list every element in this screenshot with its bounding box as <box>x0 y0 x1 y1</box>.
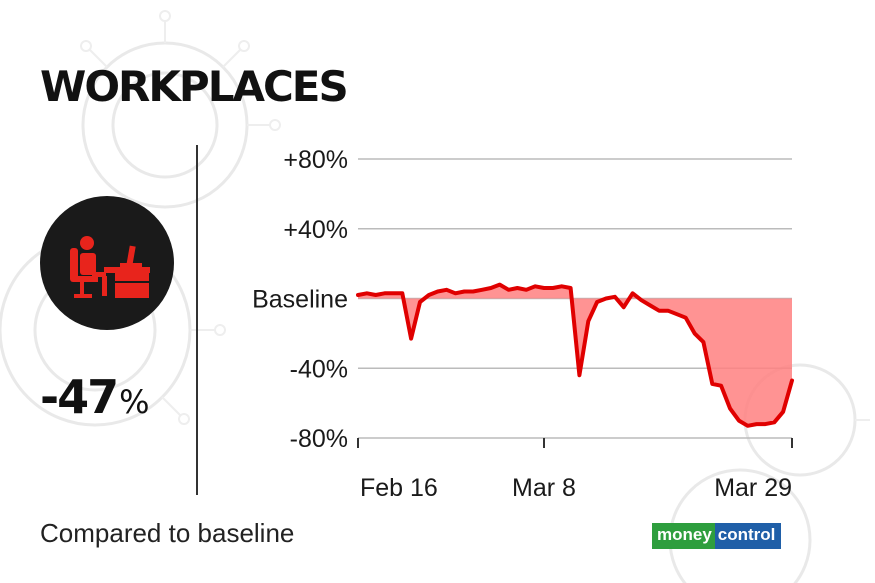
vertical-divider <box>196 145 198 495</box>
office-worker-icon <box>70 236 150 298</box>
caption: Compared to baseline <box>40 518 295 548</box>
x-tick-label-0: Feb 16 <box>360 474 438 502</box>
y-tick-label-3: -40% <box>290 355 348 383</box>
moneycontrol-logo: money control <box>652 523 782 549</box>
y-tick-label-2: Baseline <box>252 286 348 314</box>
summary-icon-badge <box>40 196 174 330</box>
y-tick-label-0: +80% <box>283 146 348 174</box>
brand-part-control: control <box>714 523 782 549</box>
y-tick-label-4: -80% <box>290 425 348 453</box>
x-tick-label-1: Mar 8 <box>512 474 576 502</box>
summary-percent: -47% <box>40 370 150 424</box>
x-tick-label-2: Mar 29 <box>714 474 792 502</box>
brand-part-money: money <box>652 523 715 549</box>
y-tick-label-1: +40% <box>283 216 348 244</box>
series-line <box>356 282 794 428</box>
summary-unit: % <box>119 383 150 421</box>
summary-value: -47 <box>40 370 119 424</box>
page-title: WORKPLACES <box>40 62 349 111</box>
